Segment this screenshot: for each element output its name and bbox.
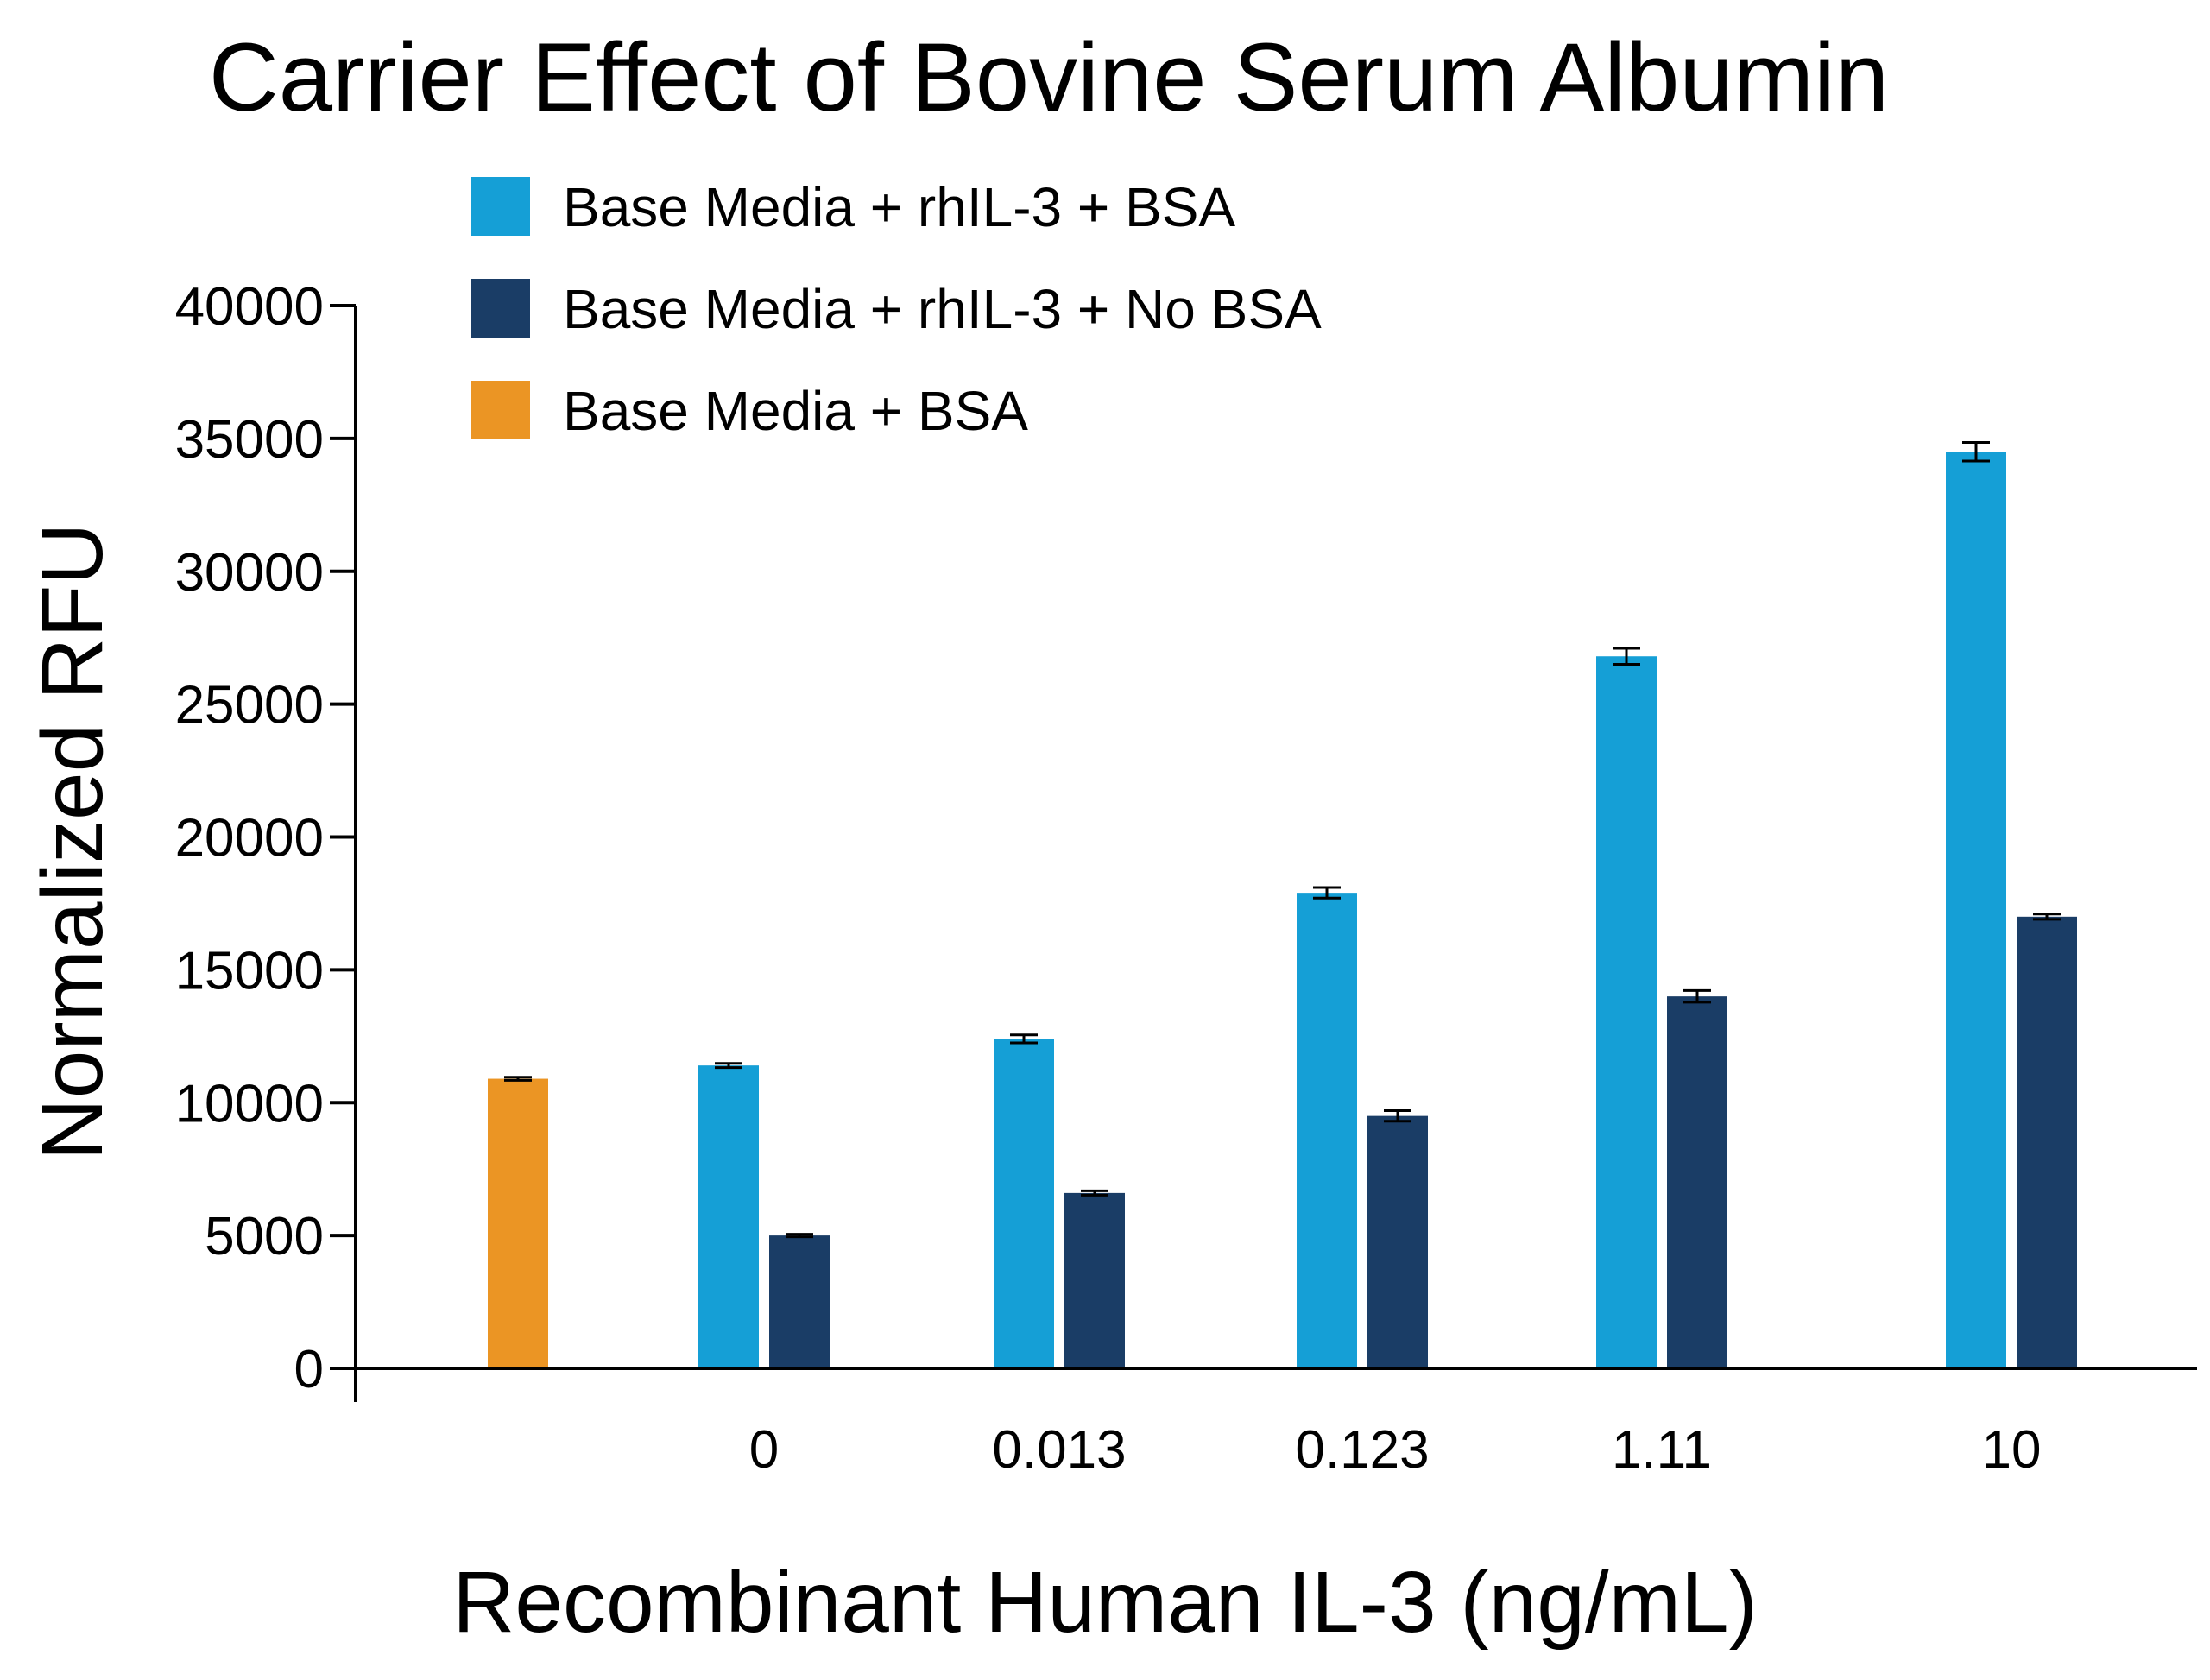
legend-label: Base Media + rhIL-3 + BSA bbox=[563, 176, 1235, 238]
bar-base-media-rhil-3-no-bsa-0-123 bbox=[1367, 1115, 1428, 1367]
y-tick-label: 10000 bbox=[175, 1074, 324, 1134]
legend-swatch-base-media-rhil-3-bsa bbox=[471, 177, 530, 236]
y-axis-label: Normalized RFU bbox=[24, 522, 121, 1160]
error-bar bbox=[1081, 1189, 1108, 1197]
error-bar bbox=[504, 1076, 532, 1082]
y-tick-label: 15000 bbox=[175, 941, 324, 1001]
y-tick-label: 20000 bbox=[175, 809, 324, 868]
bar-base-media-rhil-3-bsa-0 bbox=[698, 1065, 759, 1367]
legend: Base Media + rhIL-3 + BSA Base Media + rh… bbox=[471, 176, 1322, 442]
error-bar bbox=[715, 1062, 742, 1070]
x-axis-label: Recombinant Human IL-3 (ng/mL) bbox=[452, 1554, 1758, 1651]
error-bar bbox=[1962, 440, 1990, 463]
error-bar bbox=[1313, 886, 1341, 900]
chart-title: Carrier Effect of Bovine Serum Albumin bbox=[209, 23, 1889, 131]
error-bar bbox=[1683, 988, 1711, 1004]
x-tick-label: 0.013 bbox=[992, 1420, 1126, 1480]
y-tick-label: 30000 bbox=[175, 543, 324, 603]
bar-base-media-rhil-3-bsa-0-013 bbox=[994, 1039, 1054, 1367]
y-tick-label: 40000 bbox=[175, 277, 324, 337]
x-tick-label: 0 bbox=[749, 1420, 779, 1480]
bar-base-media-rhil-3-no-bsa-10 bbox=[2017, 916, 2077, 1367]
bar-base-media-rhil-3-bsa-1-11 bbox=[1596, 656, 1657, 1367]
y-tick-label: 5000 bbox=[205, 1207, 324, 1266]
x-tick-label: 1.11 bbox=[1612, 1420, 1712, 1480]
bar-base-media-rhil-3-bsa-10 bbox=[1946, 452, 2006, 1367]
error-bar bbox=[1384, 1108, 1411, 1123]
y-tick-label: 0 bbox=[294, 1340, 324, 1399]
error-bar bbox=[1613, 647, 1640, 666]
x-axis: 0 0.013 0.123 1.11 10 bbox=[354, 1367, 2197, 1480]
legend-label: Base Media + BSA bbox=[563, 380, 1028, 442]
bar-base-media-rhil-3-no-bsa-1-11 bbox=[1667, 996, 1727, 1367]
bars bbox=[488, 452, 2077, 1367]
bar-base-media-rhil-3-no-bsa-0-013 bbox=[1064, 1192, 1125, 1367]
legend-swatch-base-media-bsa bbox=[471, 381, 530, 439]
legend-label: Base Media + rhIL-3 + No BSA bbox=[563, 278, 1322, 340]
x-tick-label: 10 bbox=[1982, 1420, 2042, 1480]
legend-swatch-base-media-rhil-3-no-bsa bbox=[471, 279, 530, 338]
bar-base-media-rhil-3-no-bsa-0 bbox=[769, 1235, 830, 1367]
error-bars bbox=[504, 440, 2061, 1239]
y-tick-label: 35000 bbox=[175, 410, 324, 470]
error-bar bbox=[1010, 1033, 1038, 1045]
bar-base-media-rhil-3-bsa-0-123 bbox=[1297, 893, 1357, 1367]
error-bar bbox=[2033, 913, 2061, 921]
bar-base-media-bsa-control bbox=[488, 1078, 548, 1367]
y-axis: 0 5000 10000 15000 20000 25000 30000 35000 40000 bbox=[175, 277, 357, 1402]
y-tick-label: 25000 bbox=[175, 676, 324, 736]
x-tick-label: 0.123 bbox=[1295, 1420, 1429, 1480]
error-bar bbox=[786, 1233, 813, 1239]
